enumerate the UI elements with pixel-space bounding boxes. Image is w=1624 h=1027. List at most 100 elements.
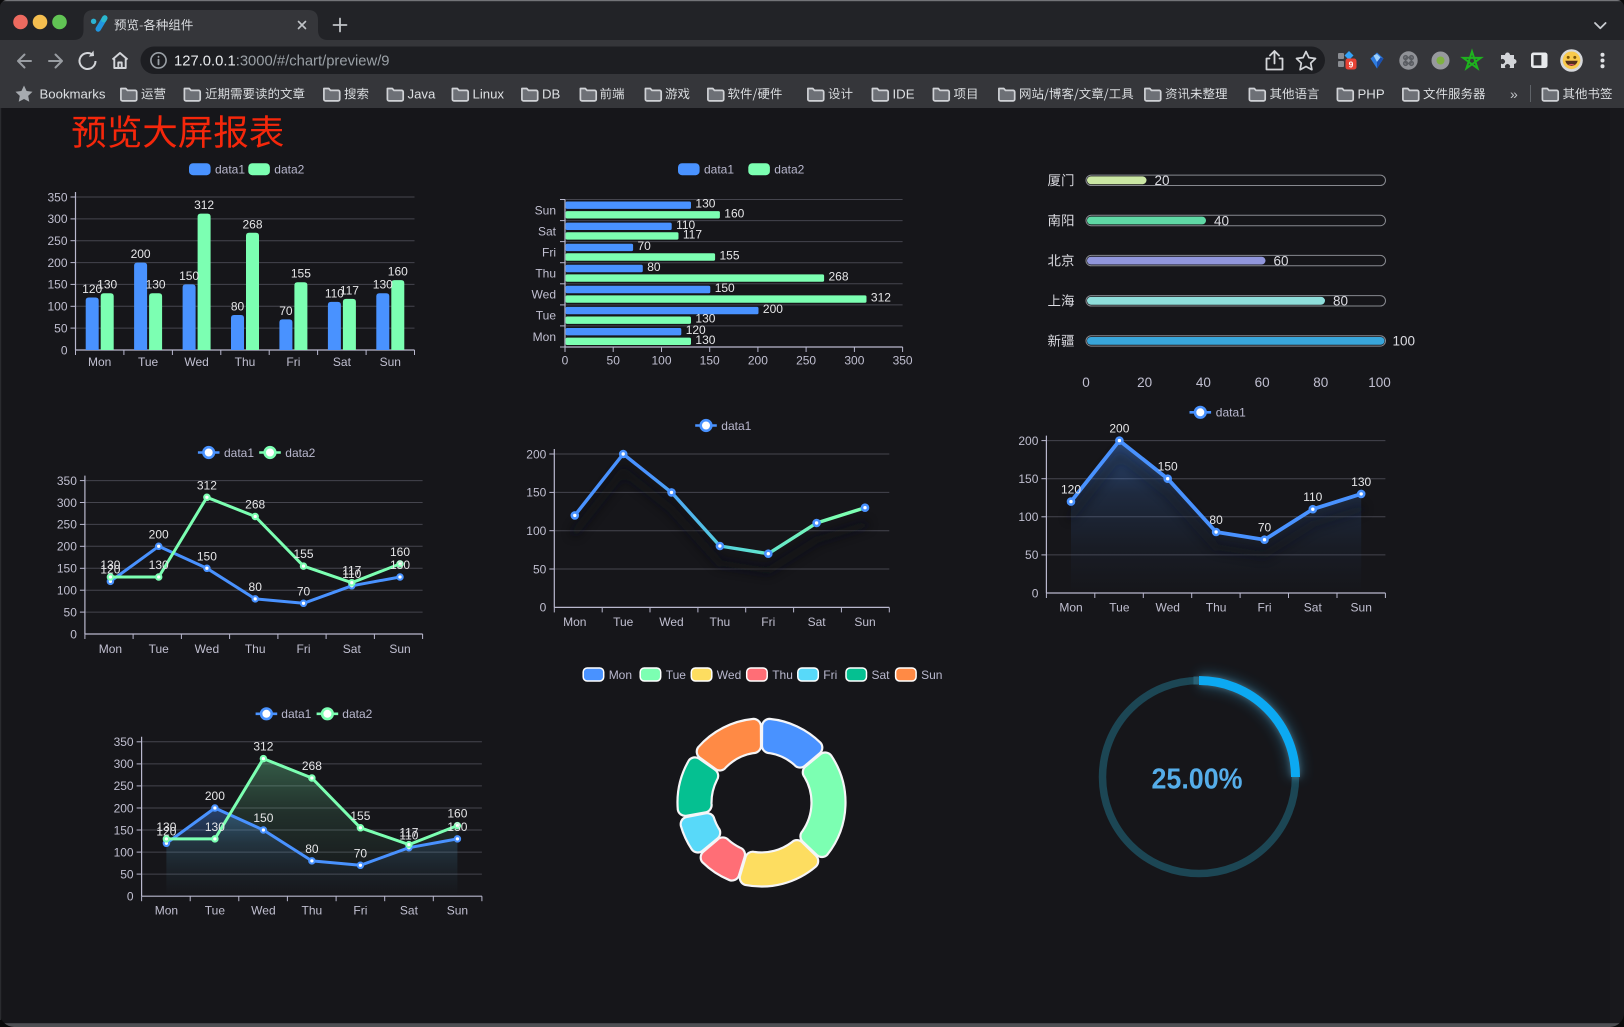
svg-text:70: 70 <box>279 304 293 318</box>
svg-text:Sat: Sat <box>333 355 352 369</box>
svg-text:150: 150 <box>47 278 67 292</box>
svg-text:70: 70 <box>354 846 368 860</box>
svg-text:110: 110 <box>399 829 418 843</box>
svg-text:200: 200 <box>1109 422 1129 436</box>
svg-text:Wed: Wed <box>195 642 219 656</box>
svg-text:Wed: Wed <box>184 355 208 369</box>
svg-text:Mon: Mon <box>563 615 586 629</box>
svg-text:160: 160 <box>388 265 408 279</box>
svg-text:200: 200 <box>205 789 225 803</box>
svg-text:300: 300 <box>47 212 67 226</box>
svg-text:130: 130 <box>1351 475 1371 489</box>
svg-text:Tue: Tue <box>205 904 226 918</box>
svg-text:200: 200 <box>1018 434 1038 448</box>
svg-text:130: 130 <box>100 558 120 572</box>
svg-text:120: 120 <box>1061 483 1081 497</box>
svg-text:Thu: Thu <box>710 615 731 629</box>
svg-text:155: 155 <box>293 547 313 561</box>
svg-text:117: 117 <box>342 564 361 578</box>
svg-text:0: 0 <box>1032 586 1039 600</box>
svg-text:130: 130 <box>149 558 169 572</box>
svg-text:150: 150 <box>1158 460 1178 474</box>
svg-text:Thu: Thu <box>535 267 556 281</box>
svg-text:300: 300 <box>114 757 134 771</box>
svg-text:100: 100 <box>1368 375 1391 390</box>
svg-text:Bookmarks: Bookmarks <box>40 86 106 101</box>
svg-text:60: 60 <box>1274 253 1289 268</box>
svg-text:25.00%: 25.00% <box>1152 763 1243 795</box>
svg-text:Sun: Sun <box>1351 600 1372 614</box>
svg-text:Thu: Thu <box>1206 600 1227 614</box>
svg-text:20: 20 <box>1137 375 1152 390</box>
svg-text:IDE: IDE <box>893 86 915 101</box>
svg-text:130: 130 <box>156 820 176 834</box>
svg-text:100: 100 <box>57 584 77 598</box>
svg-text:130: 130 <box>146 278 166 292</box>
svg-text:Tue: Tue <box>1109 600 1130 614</box>
svg-text:200: 200 <box>47 256 67 270</box>
svg-text:150: 150 <box>526 486 546 500</box>
svg-text:50: 50 <box>54 321 68 335</box>
svg-text:160: 160 <box>390 545 410 559</box>
svg-text:200: 200 <box>763 302 783 316</box>
svg-text:200: 200 <box>526 447 546 461</box>
svg-text:155: 155 <box>291 267 311 281</box>
svg-text:80: 80 <box>1333 294 1348 309</box>
svg-text:40: 40 <box>1196 375 1211 390</box>
svg-text:Sun: Sun <box>921 668 942 682</box>
svg-text:Fri: Fri <box>1258 600 1272 614</box>
svg-text:data2: data2 <box>274 163 304 177</box>
svg-text:data2: data2 <box>774 163 804 177</box>
svg-text:200: 200 <box>149 527 169 541</box>
svg-text:110: 110 <box>676 218 695 232</box>
svg-text:127.0.0.1:3000/#/chart/preview: 127.0.0.1:3000/#/chart/preview/9 <box>174 54 390 70</box>
svg-text:117: 117 <box>399 826 418 840</box>
svg-text:250: 250 <box>47 234 67 248</box>
svg-text:100: 100 <box>1393 334 1416 349</box>
svg-text:Thu: Thu <box>302 904 323 918</box>
svg-text:Wed: Wed <box>717 668 741 682</box>
svg-text:0: 0 <box>70 627 77 641</box>
svg-text:110: 110 <box>1303 490 1322 504</box>
svg-text:50: 50 <box>64 605 78 619</box>
svg-text:0: 0 <box>61 343 68 357</box>
svg-text:130: 130 <box>447 820 467 834</box>
svg-text:100: 100 <box>114 845 134 859</box>
svg-text:155: 155 <box>720 249 740 263</box>
svg-text:70: 70 <box>1258 521 1272 535</box>
svg-text:20: 20 <box>1155 173 1170 188</box>
svg-text:50: 50 <box>607 354 621 368</box>
svg-text:Sun: Sun <box>535 203 556 217</box>
svg-text:data2: data2 <box>342 707 372 721</box>
svg-text:120: 120 <box>100 562 120 576</box>
svg-text:data2: data2 <box>285 446 315 460</box>
svg-text:Tue: Tue <box>666 668 687 682</box>
svg-text:Mon: Mon <box>1059 600 1082 614</box>
svg-text:Sun: Sun <box>854 615 875 629</box>
svg-text:110: 110 <box>325 286 344 300</box>
svg-text:200: 200 <box>131 247 151 261</box>
svg-text:40: 40 <box>1214 213 1229 228</box>
svg-text:130: 130 <box>695 197 715 211</box>
svg-text:350: 350 <box>47 190 67 204</box>
svg-text:data1: data1 <box>215 163 245 177</box>
svg-text:Sat: Sat <box>872 668 891 682</box>
svg-text:250: 250 <box>114 779 134 793</box>
svg-text:120: 120 <box>156 824 176 838</box>
svg-text:50: 50 <box>120 867 134 881</box>
svg-text:80: 80 <box>1313 375 1328 390</box>
svg-text:117: 117 <box>683 227 702 241</box>
svg-text:70: 70 <box>297 584 311 598</box>
svg-text:Sat: Sat <box>1304 600 1323 614</box>
svg-text:Mon: Mon <box>155 904 178 918</box>
svg-text:Mon: Mon <box>88 355 111 369</box>
svg-text:Sat: Sat <box>808 615 827 629</box>
svg-text:Sat: Sat <box>343 642 362 656</box>
svg-text:data1: data1 <box>704 163 734 177</box>
svg-text:Mon: Mon <box>99 642 122 656</box>
svg-text:150: 150 <box>715 281 735 295</box>
svg-text:117: 117 <box>340 283 359 297</box>
svg-text:100: 100 <box>1018 510 1038 524</box>
svg-text:Sun: Sun <box>380 355 401 369</box>
svg-text:150: 150 <box>57 562 77 576</box>
